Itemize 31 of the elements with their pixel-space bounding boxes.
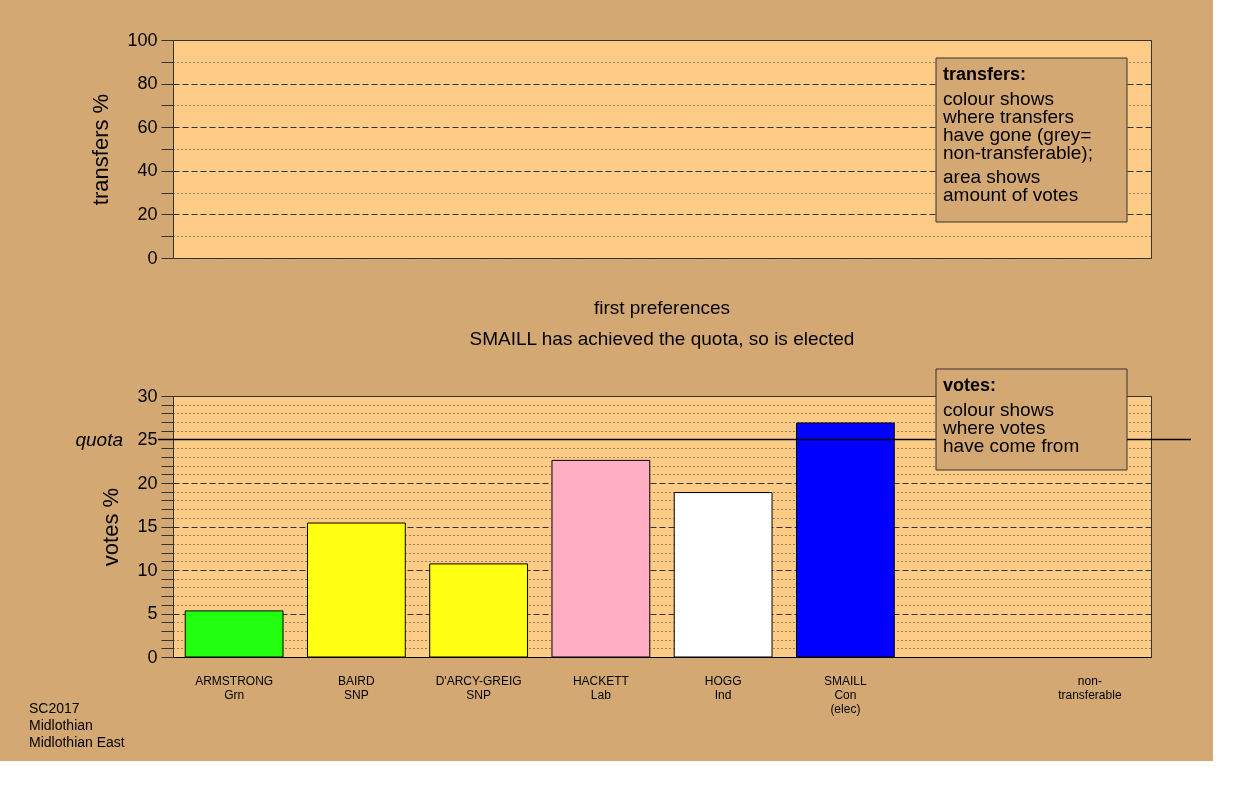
x-tick-label: SMAILL Con (elec) — [824, 673, 868, 716]
y-tick-label: 60 — [137, 116, 158, 137]
x-tick-label: non- transferable — [1058, 673, 1122, 702]
annotation: colour shows where votes have come from — [942, 399, 1080, 456]
annotation: transfers: — [943, 64, 1027, 84]
chart-title: first preferences — [593, 296, 731, 318]
y-tick-label: 30 — [137, 385, 158, 406]
annotation: area shows amount of votes — [943, 166, 1079, 205]
y-tick-label: 0 — [147, 646, 158, 667]
y-tick-label: 100 — [127, 29, 158, 50]
y-tick-label: 15 — [137, 516, 158, 536]
x-tick-label: ARMSTRONG Grn — [195, 673, 274, 702]
y-axis-title: votes % — [98, 487, 124, 567]
y-tick-label: 20 — [137, 203, 158, 224]
y-tick-label: 20 — [137, 472, 158, 493]
x-tick-label: HOGG Ind — [704, 673, 742, 702]
annotation: colour shows where transfers have gone (grey= non-transferable); — [942, 88, 1093, 163]
y-tick-label: 80 — [137, 73, 158, 94]
x-tick-label: BAIRD SNP — [338, 673, 376, 702]
y-tick-label: 5 — [147, 603, 158, 623]
chart-subtitle: SMAILL has achieved the quota, so is elected — [469, 327, 855, 349]
y-tick-label: 40 — [137, 160, 158, 181]
x-tick-label: HACKETT Lab — [572, 673, 630, 702]
x-tick-label: D'ARCY-GREIG SNP — [435, 673, 522, 702]
y-tick-label: 25 — [137, 429, 158, 449]
ref-line-label: quota — [75, 428, 123, 450]
text: SC2017 Midlothian Midlothian East — [29, 700, 125, 750]
y-tick-label: 10 — [137, 559, 158, 580]
text: votes: — [943, 375, 997, 395]
y-axis-title: transfers % — [88, 93, 114, 206]
y-tick-label: 0 — [147, 247, 158, 268]
